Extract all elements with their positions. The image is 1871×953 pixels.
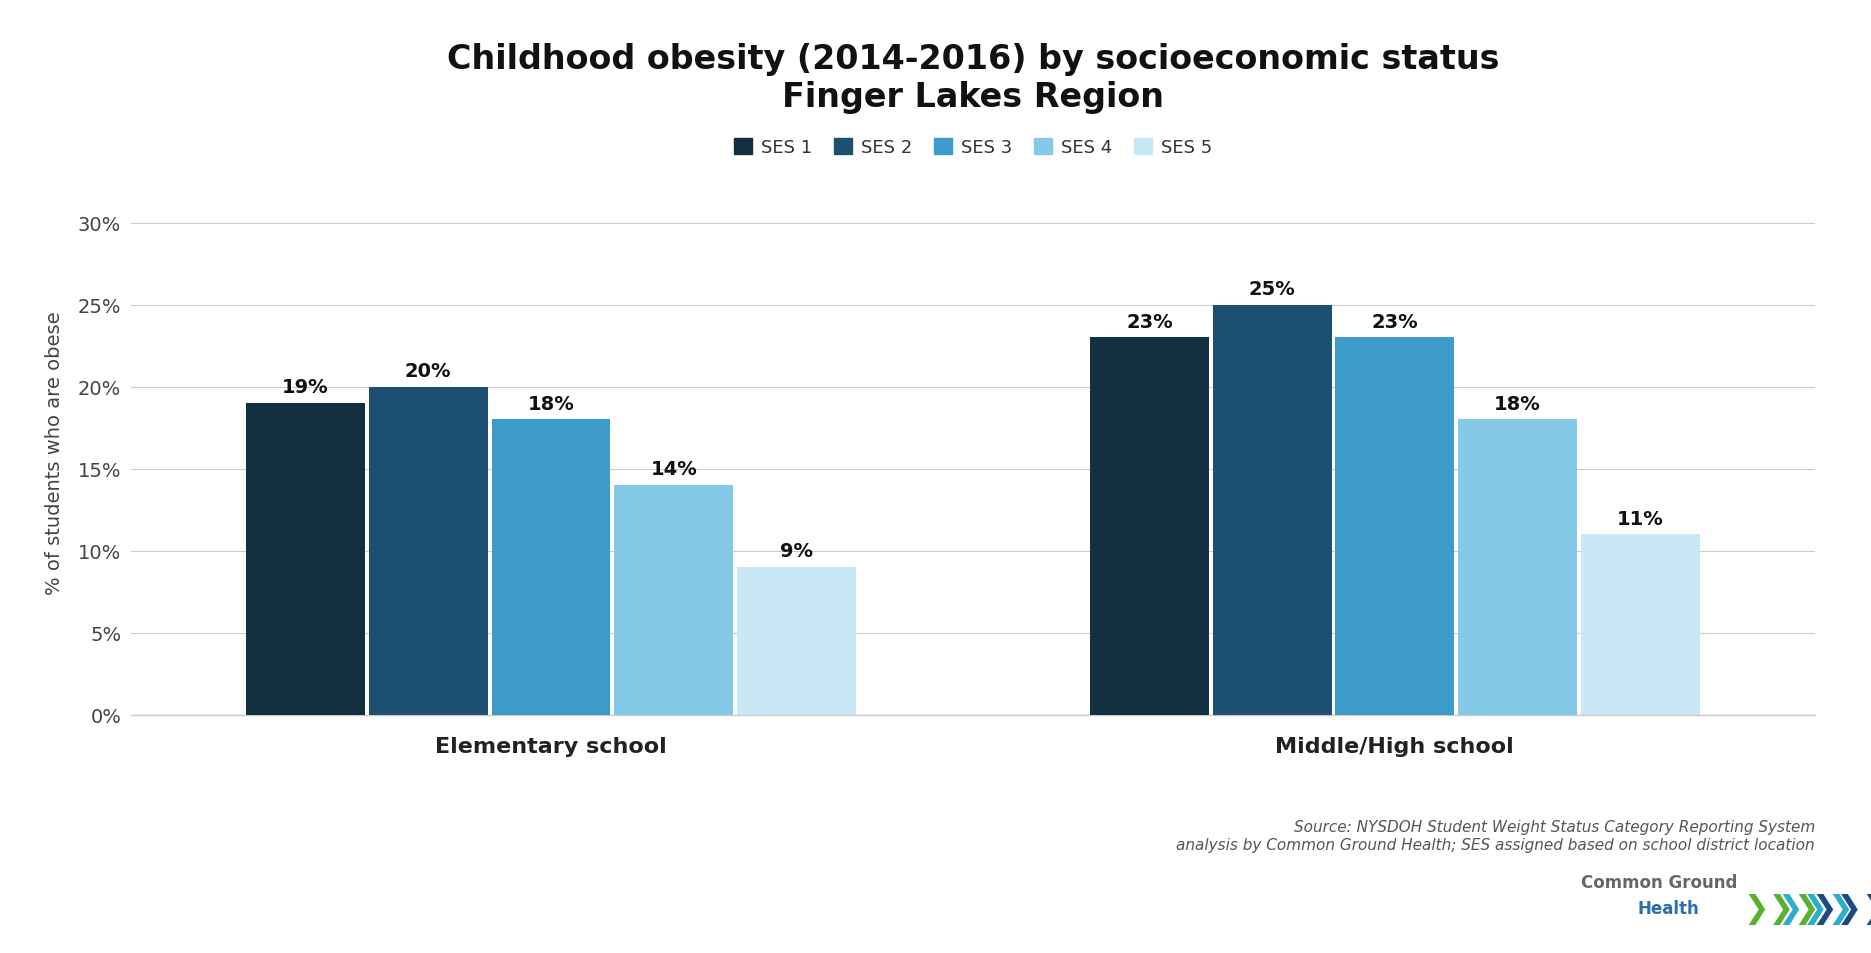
Bar: [1581, 535, 1699, 715]
Y-axis label: % of students who are obese: % of students who are obese: [45, 311, 64, 595]
Text: 25%: 25%: [1248, 280, 1295, 298]
Bar: [369, 387, 488, 715]
Text: ❯❯❯: ❯❯❯: [1777, 894, 1854, 924]
Text: 23%: 23%: [1371, 313, 1418, 332]
Title: Childhood obesity (2014-2016) by socioeconomic status
Finger Lakes Region: Childhood obesity (2014-2016) by socioec…: [447, 43, 1499, 114]
Bar: [614, 485, 733, 715]
Bar: [1336, 338, 1454, 715]
Bar: [247, 403, 365, 715]
Text: 11%: 11%: [1617, 509, 1663, 528]
Bar: [1458, 420, 1577, 715]
Text: Source: NYSDOH Student Weight Status Category Reporting System
analysis by Commo: Source: NYSDOH Student Weight Status Cat…: [1177, 820, 1815, 852]
Text: 18%: 18%: [528, 395, 574, 414]
Text: 23%: 23%: [1126, 313, 1173, 332]
Text: 14%: 14%: [651, 460, 698, 478]
Legend: SES 1, SES 2, SES 3, SES 4, SES 5: SES 1, SES 2, SES 3, SES 4, SES 5: [726, 132, 1220, 164]
Text: 18%: 18%: [1495, 395, 1542, 414]
Text: ❯❯❯: ❯❯❯: [1744, 894, 1820, 924]
Bar: [1212, 305, 1332, 715]
Bar: [737, 567, 855, 715]
Text: 20%: 20%: [404, 361, 451, 380]
Text: Health: Health: [1637, 899, 1699, 917]
Text: 9%: 9%: [780, 542, 814, 560]
Text: Common Ground: Common Ground: [1581, 873, 1738, 891]
Bar: [1091, 338, 1209, 715]
Bar: [492, 420, 610, 715]
Text: ❯❯❯: ❯❯❯: [1811, 894, 1871, 924]
Text: 19%: 19%: [283, 378, 329, 397]
